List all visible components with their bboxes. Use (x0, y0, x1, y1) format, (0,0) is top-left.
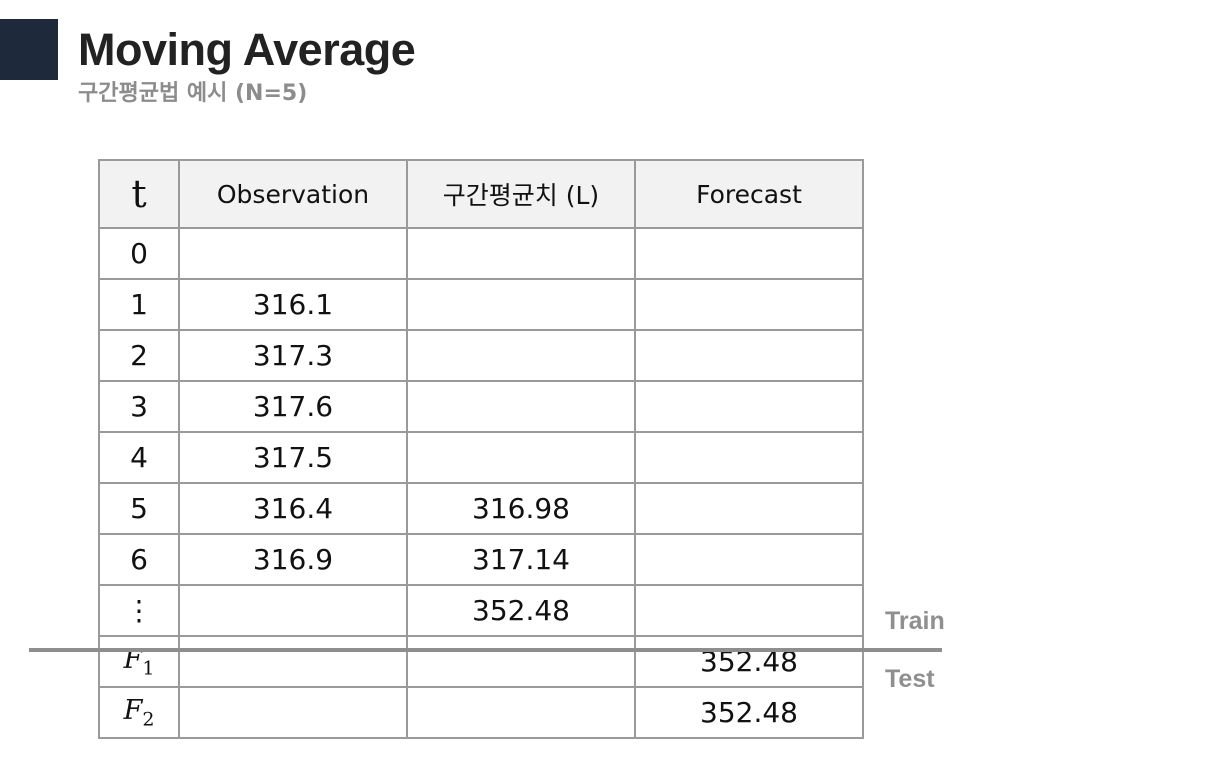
cell-level (406, 278, 636, 331)
cell-t: 2 (98, 329, 180, 382)
page-subtitle: 구간평균법 예시 (N=5) (78, 81, 308, 106)
table-row: 5 316.4 316.98 (98, 482, 864, 535)
cell-forecast (634, 584, 864, 637)
cell-forecast (634, 380, 864, 433)
cell-t: 1 (98, 278, 180, 331)
cell-level (406, 380, 636, 433)
cell-forecast: 352.48 (634, 686, 864, 739)
cell-observation: 316.1 (178, 278, 408, 331)
title-accent-square (0, 19, 58, 80)
column-header-t: t (98, 159, 180, 229)
cell-forecast (634, 329, 864, 382)
column-header-observation: Observation (178, 159, 408, 229)
test-label: Test (885, 665, 935, 693)
column-header-forecast: Forecast (634, 159, 864, 229)
table-header-row: t Observation 구간평균치 (L) Forecast (98, 159, 864, 229)
cell-forecast-symbol: F1 (98, 635, 180, 688)
cell-t: 5 (98, 482, 180, 535)
cell-observation (178, 584, 408, 637)
cell-t: 0 (98, 227, 180, 280)
cell-forecast (634, 227, 864, 280)
table-row: 3 317.6 (98, 380, 864, 433)
cell-observation: 317.6 (178, 380, 408, 433)
cell-level: 316.98 (406, 482, 636, 535)
cell-forecast (634, 431, 864, 484)
cell-observation: 317.3 (178, 329, 408, 382)
cell-t: 3 (98, 380, 180, 433)
page-title: Moving Average (78, 24, 416, 75)
cell-observation (178, 686, 408, 739)
cell-forecast (634, 482, 864, 535)
cell-forecast (634, 278, 864, 331)
cell-observation (178, 227, 408, 280)
cell-observation: 317.5 (178, 431, 408, 484)
forecast-index: 2 (142, 708, 155, 731)
table-row: ⋮ 352.48 (98, 584, 864, 637)
table-row: 4 317.5 (98, 431, 864, 484)
forecast-row: F1 352.48 (98, 635, 864, 688)
train-test-divider (29, 648, 942, 652)
cell-level (406, 329, 636, 382)
table-row: 6 316.9 317.14 (98, 533, 864, 586)
forecast-symbol: F (123, 694, 143, 726)
forecast-row: F2 352.48 (98, 686, 864, 739)
cell-level (406, 431, 636, 484)
forecast-index: 1 (142, 657, 155, 680)
cell-t: 6 (98, 533, 180, 586)
cell-observation: 316.9 (178, 533, 408, 586)
table-row: 0 (98, 227, 864, 280)
cell-level (406, 227, 636, 280)
cell-observation (178, 635, 408, 688)
cell-forecast-symbol: F2 (98, 686, 180, 739)
moving-average-table: t Observation 구간평균치 (L) Forecast 0 1 316… (98, 159, 864, 739)
train-label: Train (885, 607, 945, 635)
cell-level (406, 686, 636, 739)
cell-t-ellipsis: ⋮ (98, 584, 180, 637)
cell-forecast: 352.48 (634, 635, 864, 688)
cell-forecast (634, 533, 864, 586)
table-row: 2 317.3 (98, 329, 864, 382)
cell-t: 4 (98, 431, 180, 484)
table-row: 1 316.1 (98, 278, 864, 331)
column-header-level: 구간평균치 (L) (406, 159, 636, 229)
cell-level: 352.48 (406, 584, 636, 637)
cell-observation: 316.4 (178, 482, 408, 535)
cell-level: 317.14 (406, 533, 636, 586)
cell-level (406, 635, 636, 688)
